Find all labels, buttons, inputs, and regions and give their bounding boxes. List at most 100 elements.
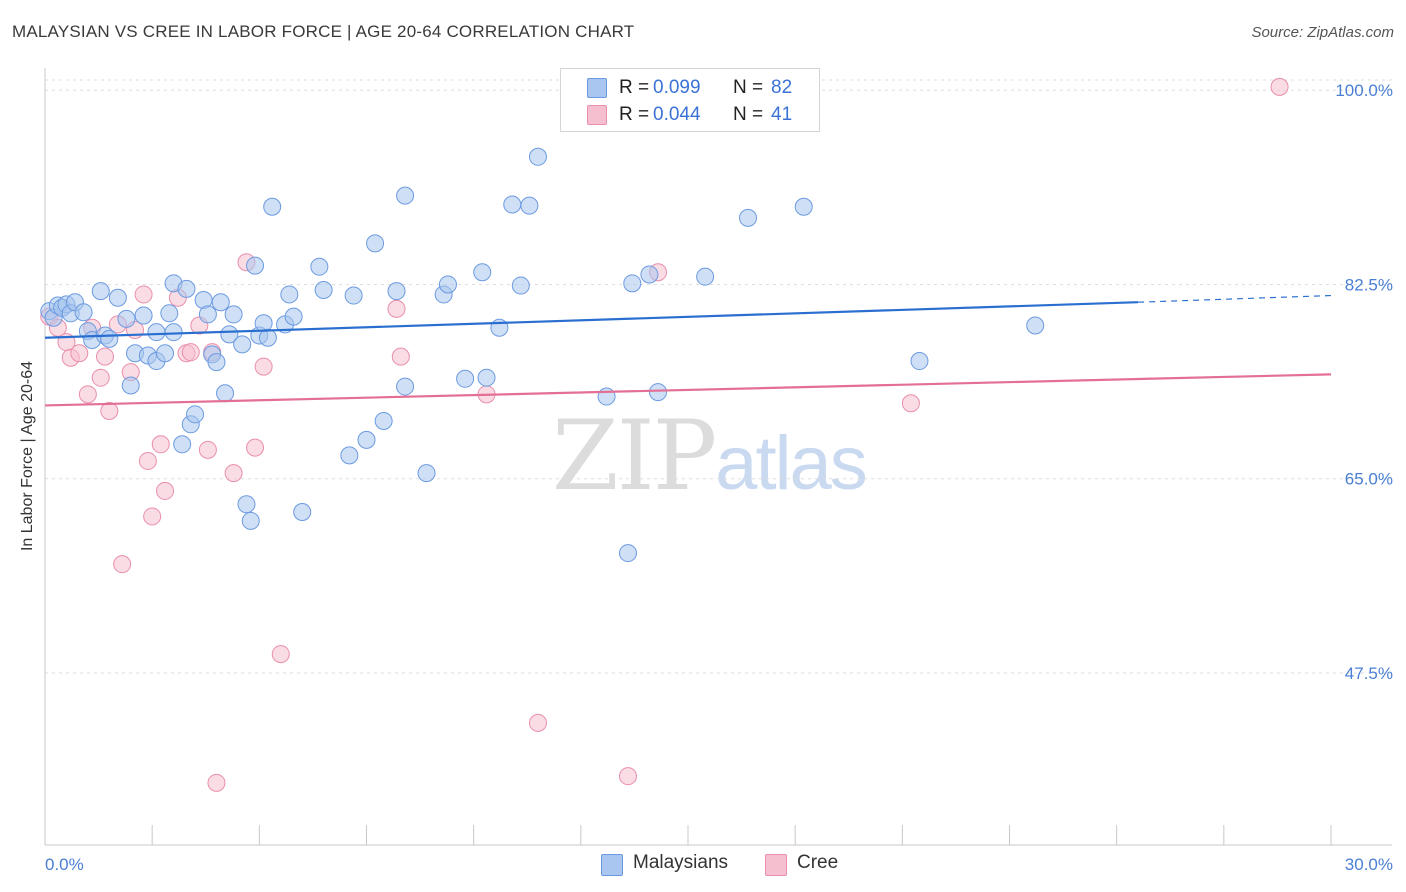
y-tick-label: 47.5% [1345,664,1393,683]
malaysian-point [224,305,243,324]
malaysian-trend-extension [1138,294,1332,303]
cree-point [271,645,290,664]
n-value: 82 [771,77,793,98]
malaysian-point [74,303,93,322]
malaysian-point [739,208,758,227]
malaysian-point [417,464,436,483]
malaysian-point [597,387,616,406]
cree-point [91,368,110,387]
cree-point [387,299,406,318]
r-value: 0.044 [653,104,701,125]
n-label: N = [733,77,764,98]
malaysian-point [211,293,230,312]
cree-point [246,438,265,457]
malaysian-point [216,384,235,403]
malaysian-point [396,377,415,396]
malaysian-point [618,544,637,563]
malaysian-point [198,305,217,324]
cree-point [1270,77,1289,96]
malaysian-point [246,256,265,275]
malaysian-point [233,335,252,354]
malaysian-point [108,288,127,307]
malaysian-point [207,353,226,372]
watermark-zip: ZIP [552,400,717,512]
cree-point [113,555,132,574]
source-credit: Source: ZipAtlas.com [1251,24,1394,41]
cree-swatch [765,854,787,876]
cree-point [151,435,170,454]
malaysian-point [220,325,239,344]
cree-point [224,464,243,483]
cree-point [78,385,97,404]
cree-point [198,440,217,459]
cree-point [901,394,920,413]
chart-title: MALAYSIAN VS CREE IN LABOR FORCE | AGE 2… [12,22,635,41]
malaysian-point [284,307,303,326]
malaysian-point [344,286,363,305]
malaysian-point [237,495,256,514]
malaysian-point [340,446,359,465]
legend-label: Malaysians [633,852,729,873]
cree-point [528,713,547,732]
malaysian-swatch [587,78,607,98]
cree-point [156,481,175,500]
malaysian-point [100,329,119,348]
cree-point [143,507,162,526]
malaysian-point [477,368,496,387]
x-tick-label: 30.0% [1345,855,1393,874]
malaysian-point [263,197,282,216]
cree-point [391,347,410,366]
malaysian-point [258,328,277,347]
r-label: R = [619,77,650,98]
malaysian-point [387,282,406,301]
malaysian-point [396,186,415,205]
watermark-atlas: atlas [715,421,868,506]
malaysian-point [134,306,153,325]
watermark: ZIPatlas [552,400,868,512]
malaysian-point [121,376,140,395]
malaysian-point [293,503,312,521]
malaysian-point [640,265,659,284]
malaysian-point [623,274,642,293]
trend-lines [44,294,1332,407]
n-value: 41 [771,104,793,125]
malaysian-point [696,267,715,286]
cree-points [40,77,1289,792]
cree-point [70,344,89,363]
cree-point [138,451,157,470]
malaysian-point [186,405,205,424]
malaysian-point [648,383,667,402]
y-tick-label: 82.5% [1345,275,1393,294]
malaysian-point [438,275,457,294]
axes [44,68,1392,846]
malaysian-point [910,352,929,371]
malaysian-point [357,430,376,449]
cree-swatch [587,105,607,125]
malaysian-point [374,411,393,430]
malaysian-point [280,285,299,304]
cree-point [618,767,637,786]
malaysian-point [117,309,136,328]
malaysian-point [173,435,192,454]
legend-label: Cree [797,852,839,873]
malaysian-point [241,511,260,530]
malaysian-point [1026,316,1045,335]
grid-lines [45,79,1392,674]
malaysian-point [156,344,175,363]
r-value: 0.099 [653,77,701,98]
malaysian-trend-line [44,301,1139,339]
r-label: R = [619,104,650,125]
malaysian-point [520,196,539,215]
cree-trend-line [44,373,1332,407]
malaysian-point [456,369,475,388]
malaysian-point [160,304,179,323]
malaysian-point [528,147,547,166]
x-tick-label: 0.0% [45,855,84,874]
malaysian-point [310,257,329,276]
malaysian-point [314,281,333,299]
malaysian-point [147,323,166,342]
malaysian-point [177,279,196,298]
tick-labels: 47.5% 65.0% 82.5% 100.0% 0.0% 30.0% [45,81,1393,874]
y-tick-label: 100.0% [1335,81,1393,100]
